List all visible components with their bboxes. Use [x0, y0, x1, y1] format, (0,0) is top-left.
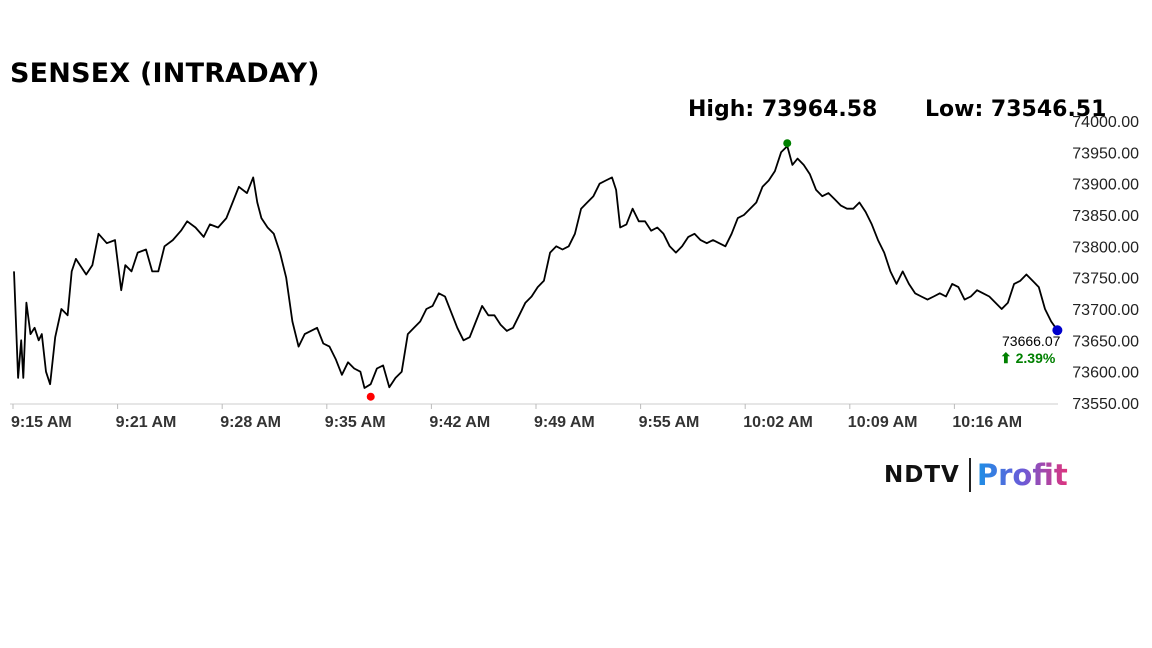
ndtv-profit-logo: NDTV Profit: [884, 455, 1068, 495]
sensex-price-line: [13, 145, 1059, 389]
logo-profit-text: Profit: [976, 458, 1068, 492]
x-tick-label: 9:49 AM: [534, 414, 595, 431]
x-tick-label: 9:28 AM: [220, 414, 281, 431]
logo-divider: [968, 458, 971, 492]
x-tick-label: 9:21 AM: [116, 414, 177, 431]
y-axis-ticks: 73550.00 73600.00 73650.00 73700.00 73750.00…: [1072, 114, 1139, 413]
y-tick-label: 73550.00: [1072, 396, 1139, 413]
y-tick-label: 74000.00: [1072, 114, 1139, 131]
x-tick-label: 9:55 AM: [639, 414, 700, 431]
high-marker: [783, 139, 792, 148]
x-tick-label: 10:16 AM: [952, 414, 1022, 431]
y-tick-label: 73850.00: [1072, 208, 1139, 225]
low-marker: [366, 392, 375, 401]
x-tick-label: 9:35 AM: [325, 414, 386, 431]
y-tick-label: 73950.00: [1072, 145, 1139, 162]
y-tick-label: 73650.00: [1072, 333, 1139, 350]
x-tick-label: 9:42 AM: [429, 414, 490, 431]
change-percent-label: ⬆ 2.39%: [1000, 350, 1056, 366]
chart-title: SENSEX (INTRADAY): [10, 58, 320, 89]
last-value-label: 73666.07: [1002, 333, 1061, 349]
last-value-marker: [1052, 325, 1063, 336]
x-tick-label: 10:09 AM: [848, 414, 918, 431]
y-tick-label: 73750.00: [1072, 271, 1139, 288]
high-value-label: High: 73964.58: [688, 97, 878, 122]
y-tick-label: 73800.00: [1072, 239, 1139, 256]
low-value-label: Low: 73546.51: [925, 97, 1107, 122]
x-axis-ticks: 9:15 AM 9:21 AM 9:28 AM 9:35 AM 9:42 AM 9:49 …: [11, 404, 1022, 431]
y-tick-label: 73600.00: [1072, 365, 1139, 382]
x-tick-label: 9:15 AM: [11, 414, 72, 431]
x-tick-label: 10:02 AM: [743, 414, 813, 431]
y-tick-label: 73700.00: [1072, 302, 1139, 319]
y-tick-label: 73900.00: [1072, 177, 1139, 194]
logo-ndtv-text: NDTV: [884, 462, 960, 488]
